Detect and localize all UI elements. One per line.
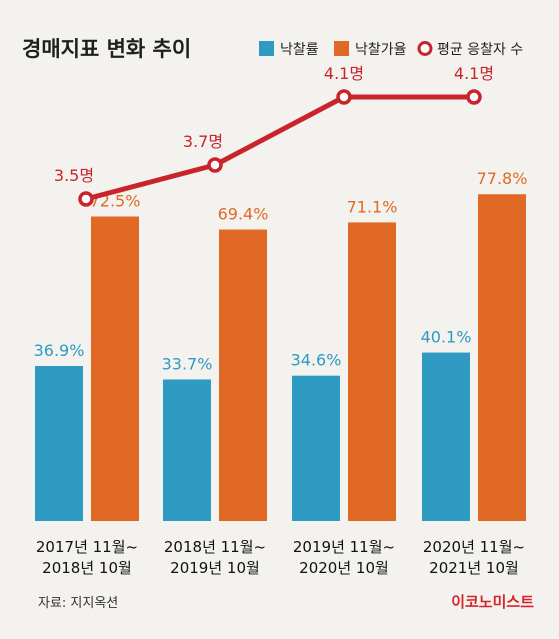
bar-낙찰가율-1 — [219, 229, 267, 521]
x-tick-label-2-1: 2020년 10월 — [299, 559, 389, 577]
line-point-1 — [207, 157, 223, 173]
line-label-3: 4.1명 — [454, 64, 494, 83]
data-label-blue-1: 33.7% — [162, 354, 213, 373]
bar-낙찰률-1 — [163, 379, 211, 521]
line-point-2 — [336, 89, 352, 105]
bar-낙찰률-0 — [35, 366, 83, 521]
legend-label-orange: 낙찰가율 — [355, 42, 407, 58]
legend-swatch-orange — [334, 41, 349, 56]
line-label-0: 3.5명 — [54, 166, 94, 185]
legend-label-red: 평균 응찰자 수 — [437, 42, 523, 58]
data-label-blue-0: 36.9% — [34, 341, 85, 360]
data-label-orange-1: 69.4% — [218, 205, 269, 224]
legend-swatch-blue — [259, 41, 274, 56]
data-label-blue-3: 40.1% — [421, 328, 472, 347]
source-note: 자료: 지지옥션 — [38, 596, 118, 611]
legend-label-blue: 낙찰률 — [280, 42, 319, 58]
x-axis-labels: 2017년 11월~ 2018년 10월 2018년 11월~ 2019년 10월 20… — [36, 538, 525, 577]
bars-layer: 36.9%72.5%33.7%69.4%34.6%71.1%40.1%77.8% — [34, 169, 528, 522]
data-label-orange-3: 77.8% — [477, 169, 528, 188]
line-label-1: 3.7명 — [183, 132, 223, 151]
line-avg-bidders — [85, 94, 474, 202]
bar-낙찰률-3 — [422, 352, 470, 521]
legend-marker-red — [417, 41, 433, 56]
x-tick-label-2-0: 2019년 11월~ — [293, 538, 395, 556]
bar-낙찰률-2 — [292, 375, 340, 521]
data-label-orange-2: 71.1% — [347, 197, 398, 216]
x-tick-label-1-1: 2019년 10월 — [170, 559, 260, 577]
x-tick-label-3-0: 2020년 11월~ — [423, 538, 525, 556]
x-tick-label-0-1: 2018년 10월 — [42, 559, 132, 577]
data-label-blue-2: 34.6% — [291, 351, 342, 370]
bar-낙찰가율-0 — [91, 216, 139, 521]
line-label-2: 4.1명 — [324, 64, 364, 83]
bar-낙찰가율-2 — [348, 222, 396, 521]
line-point-3 — [466, 89, 482, 105]
legend: 낙찰률 낙찰가율 평균 응찰자 수 — [259, 41, 523, 58]
line-layer: 3.5명 3.7명 4.1명 4.1명 — [54, 64, 494, 207]
line-point-0 — [78, 191, 94, 207]
x-tick-label-0-0: 2017년 11월~ — [36, 538, 138, 556]
chart-title: 경매지표 변화 추이 — [22, 37, 191, 61]
brand-logo: 이코노미스트 — [451, 593, 534, 611]
bar-낙찰가율-3 — [478, 194, 526, 522]
x-tick-label-1-0: 2018년 11월~ — [164, 538, 266, 556]
x-tick-label-3-1: 2021년 10월 — [429, 559, 519, 577]
